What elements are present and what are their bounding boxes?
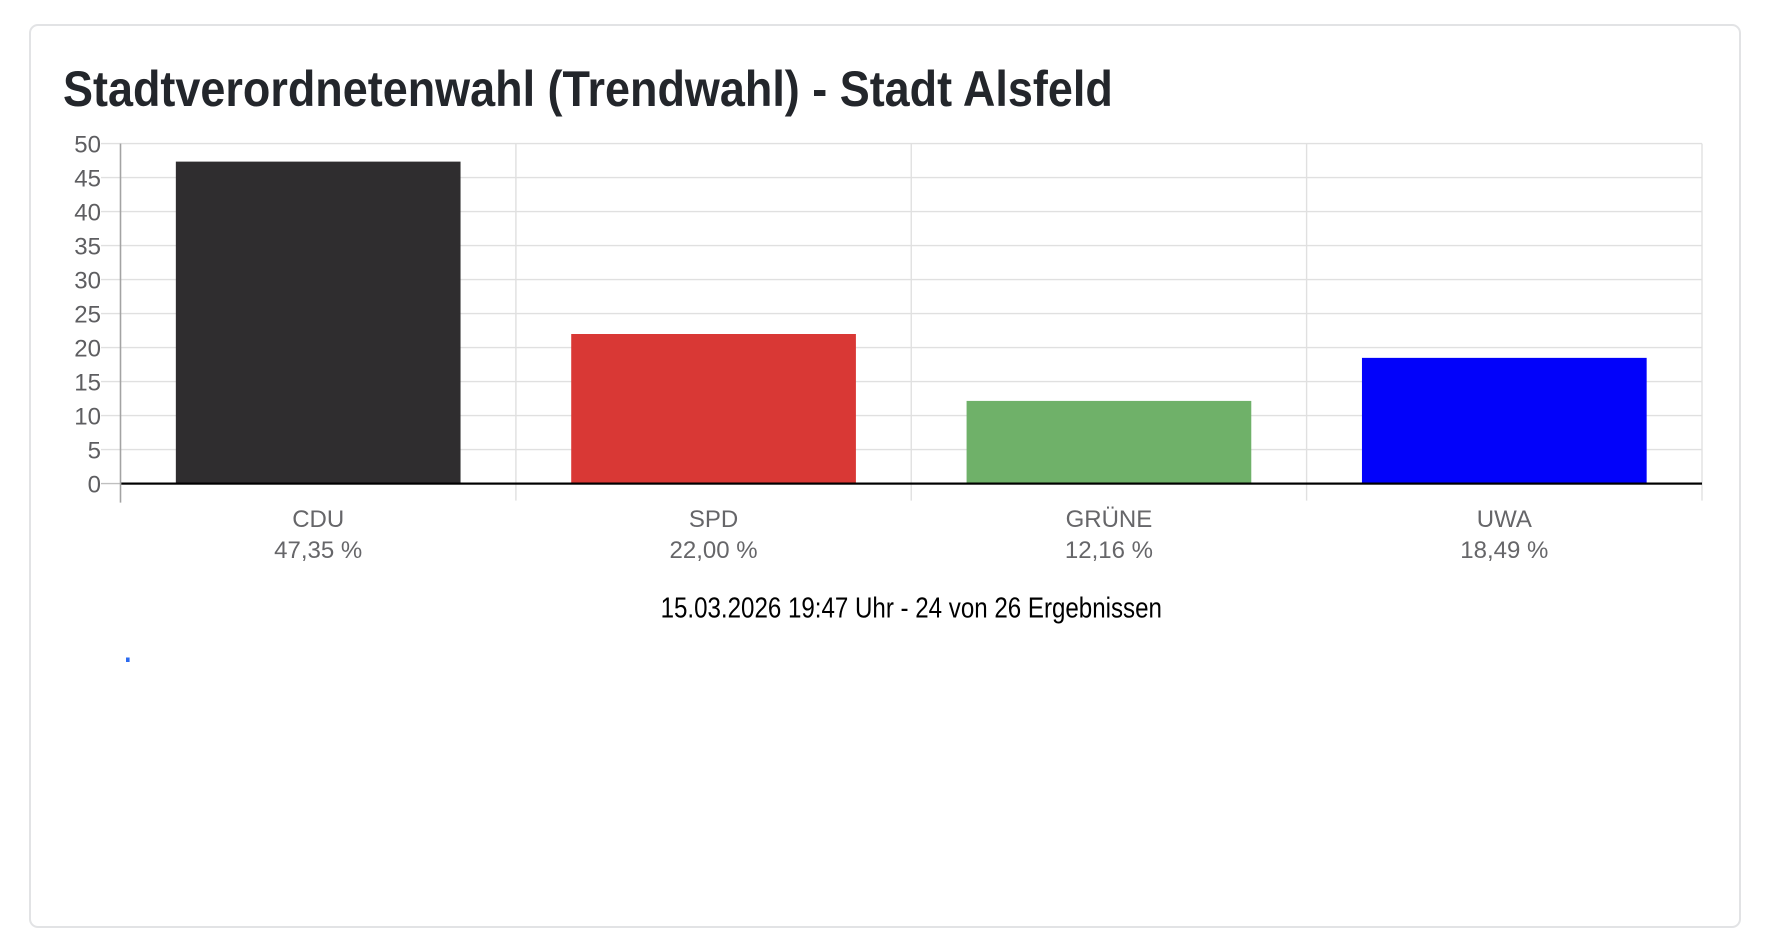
svg-text:40: 40	[74, 200, 101, 227]
svg-text:30: 30	[74, 268, 101, 295]
svg-text:CDU: CDU	[292, 506, 344, 533]
svg-text:UWA: UWA	[1477, 506, 1532, 533]
svg-text:5: 5	[88, 438, 101, 465]
svg-text:45: 45	[74, 166, 101, 193]
svg-text:47,35 %: 47,35 %	[274, 537, 362, 564]
svg-text:25: 25	[74, 302, 101, 329]
svg-text:20: 20	[74, 336, 101, 363]
svg-text:15: 15	[74, 370, 101, 397]
svg-text:22,00 %: 22,00 %	[670, 537, 758, 564]
svg-text:SPD: SPD	[689, 506, 738, 533]
svg-text:15.03.2026 19:47 Uhr - 24 von: 15.03.2026 19:47 Uhr - 24 von 26 Ergebni…	[661, 592, 1162, 625]
svg-text:0: 0	[88, 472, 101, 499]
svg-text:12,16 %: 12,16 %	[1065, 537, 1153, 564]
svg-text:18,49 %: 18,49 %	[1460, 537, 1548, 564]
svg-text:GRÜNE: GRÜNE	[1066, 506, 1153, 533]
svg-text:35: 35	[74, 234, 101, 261]
svg-text:50: 50	[74, 132, 101, 159]
svg-text:10: 10	[74, 404, 101, 431]
